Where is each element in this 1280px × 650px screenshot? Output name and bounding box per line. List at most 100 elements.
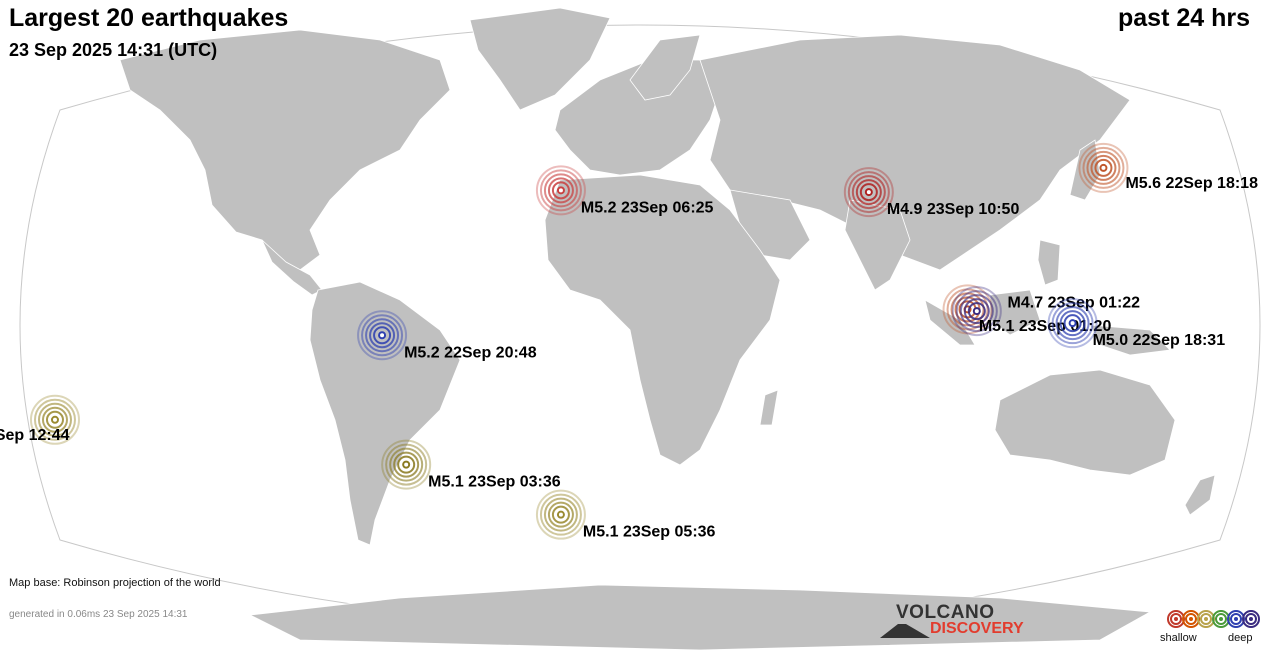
earthquake-marker[interactable]: M5.0 23Sep 12:44 [0,394,80,445]
quake-ring [369,322,396,349]
quake-ring [1055,306,1090,341]
legend-dot [1249,617,1253,621]
quake-ring [357,310,408,361]
quake-ring [1047,298,1098,349]
scandinavia [629,34,701,101]
quake-ring [551,181,570,200]
quake-epicenter [556,186,565,195]
quake-ring [385,443,428,486]
earthquake-label: M4.9 23Sep 10:50 [887,201,1020,218]
legend-ring [1215,613,1227,625]
borneo [989,289,1041,336]
legend-ring [1242,610,1260,628]
quake-epicenter [1068,319,1077,328]
earthquake-marker[interactable]: M5.2 23Sep 06:25 [535,165,714,216]
quake-ring [1051,302,1094,345]
page-title: Largest 20 earthquakes [9,4,289,32]
generated-note: generated in 0.06ms 23 Sep 2025 14:31 [9,609,188,620]
legend-dot [1219,617,1223,621]
volcano-discovery-logo[interactable]: VOLCANO DISCOVERY [880,602,1040,642]
quake-ring [543,173,578,208]
legend-dot [1234,617,1238,621]
earthquake-marker[interactable]: M5.1 23Sep 03:36 [381,439,561,491]
quake-ring [1090,154,1117,181]
earthquake-label: M5.6 22Sep 18:18 [1125,175,1258,192]
quake-ring [37,402,72,437]
earthquake-marker[interactable]: M5.0 22Sep 18:31 [1047,298,1226,349]
quake-ring [1078,142,1129,193]
australia [994,369,1176,476]
quake-ring [547,177,574,204]
legend-dot [1189,617,1193,621]
quake-ring [29,394,80,445]
quake-ring [373,326,392,345]
quake-ring [855,179,882,206]
quake-ring [389,447,424,482]
quake-ring [33,398,76,441]
quake-ring [365,318,400,353]
depth-legend-rings [1167,610,1260,628]
quake-epicenter [378,331,387,340]
new-zealand [1184,474,1216,516]
madagascar [759,389,779,426]
quake-ring [963,298,990,325]
earthquake-label: M5.2 22Sep 20:48 [404,344,537,361]
africa [544,174,781,466]
legend-shallow-label: shallow [1160,632,1197,644]
quake-ring [361,314,404,357]
quake-epicenter [556,510,565,519]
quake-ring [847,171,890,214]
quake-ring [959,294,994,329]
quake-ring [951,286,1002,337]
quake-ring [843,167,894,218]
earthquake-marker[interactable]: M5.6 22Sep 18:18 [1078,142,1258,193]
quake-ring [45,410,64,429]
legend-ring [1170,613,1182,625]
south-america [309,281,461,546]
logo-line1: VOLCANO [896,602,995,623]
legend-ring [1200,613,1212,625]
earthquake-marker[interactable]: M5.1 23Sep 01:20 [951,286,1112,337]
quake-ring [397,455,416,474]
legend-deep-label: deep [1228,632,1253,644]
quake-ring [1059,310,1086,337]
quake-ring [946,288,989,331]
earthquake-label: M5.0 23Sep 12:44 [0,427,70,444]
quake-ring [41,406,68,433]
map-credit: Map base: Robinson projection of the wor… [9,577,221,589]
timestamp: 23 Sep 2025 14:31 (UTC) [9,40,218,60]
quake-ring [1082,146,1125,189]
quake-ring [547,501,574,528]
earthquake-marker[interactable]: M5.1 23Sep 05:36 [535,489,716,541]
india [844,199,911,291]
earthquake-label: M5.1 23Sep 01:20 [979,318,1112,335]
antarctica [248,584,1152,650]
quake-epicenter [50,415,59,424]
legend-dot [1204,617,1208,621]
earthquake-markers[interactable]: M5.6 22Sep 18:18 M5.2 23Sep 06:25 M4.9 23S… [0,142,1258,541]
quake-ring [950,292,985,327]
quake-ring [535,489,586,540]
quake-epicenter [1099,163,1108,172]
quake-ring [1094,158,1113,177]
philippines [1037,239,1061,286]
logo-line2: DISCOVERY [930,620,1024,637]
quake-ring [393,451,420,478]
earthquake-label: M5.1 23Sep 05:36 [583,524,716,541]
quake-ring [551,505,570,524]
quake-ring [1063,314,1082,333]
earthquake-marker[interactable]: M4.9 23Sep 10:50 [843,167,1020,218]
quake-ring [942,284,993,335]
landmasses [119,7,1216,650]
quake-ring [955,290,998,333]
quake-epicenter [972,307,981,316]
mountain-icon [880,624,930,638]
legend-ring [1245,613,1257,625]
quake-epicenter [402,460,411,469]
earthquake-label: M4.7 23Sep 01:22 [1008,294,1141,311]
depth-legend: shallow deep [1158,606,1268,646]
quake-ring [539,493,582,536]
earthquake-marker[interactable]: M5.2 22Sep 20:48 [357,310,537,361]
